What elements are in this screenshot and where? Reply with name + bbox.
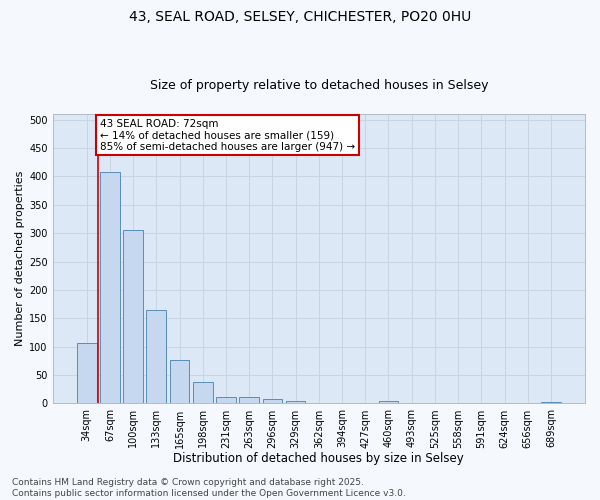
Bar [216,396,236,404]
Y-axis label: Number of detached properties: Number of detached properties [15,171,25,346]
Bar [170,360,190,404]
Text: Contains HM Land Registry data © Crown copyright and database right 2025.
Contai: Contains HM Land Registry data © Crown c… [12,478,406,498]
Bar [77,342,97,404]
Bar [239,397,259,404]
Bar [286,400,305,404]
Bar [379,401,398,404]
X-axis label: Distribution of detached houses by size in Selsey: Distribution of detached houses by size … [173,452,464,465]
Bar [146,310,166,404]
Text: 43 SEAL ROAD: 72sqm
← 14% of detached houses are smaller (159)
85% of semi-detac: 43 SEAL ROAD: 72sqm ← 14% of detached ho… [100,118,355,152]
Bar [123,230,143,404]
Title: Size of property relative to detached houses in Selsey: Size of property relative to detached ho… [149,79,488,92]
Bar [193,382,212,404]
Text: 43, SEAL ROAD, SELSEY, CHICHESTER, PO20 0HU: 43, SEAL ROAD, SELSEY, CHICHESTER, PO20 … [129,10,471,24]
Bar [541,402,561,404]
Bar [100,172,120,404]
Bar [263,399,282,404]
